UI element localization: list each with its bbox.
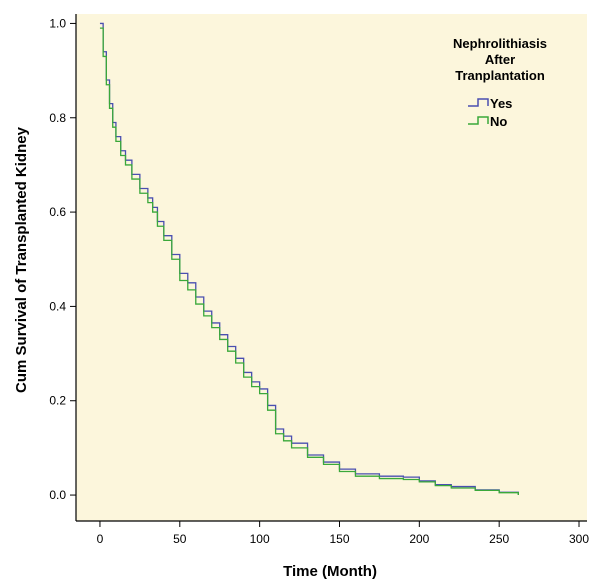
y-tick-label: 0.6 [49,205,66,219]
y-tick-label: 0.4 [49,299,66,313]
x-tick-label: 150 [329,532,349,546]
y-tick-label: 0.0 [49,488,66,502]
x-tick-label: 100 [250,532,270,546]
x-axis-title: Time (Month) [283,563,377,579]
legend: Nephrolithiasis After Tranplantation Yes… [453,36,547,129]
y-axis-ticks: 0.0 0.2 0.4 0.6 0.8 1.0 [49,16,76,502]
x-tick-label: 300 [569,532,589,546]
x-tick-label: 0 [97,532,104,546]
legend-title-line-1: Nephrolithiasis [453,36,547,51]
x-tick-label: 250 [489,532,509,546]
y-tick-label: 0.8 [49,111,66,125]
x-axis-ticks: 0 50 100 150 200 250 300 [97,521,589,546]
y-tick-label: 0.2 [49,394,66,408]
legend-item-yes: Yes [468,96,512,111]
legend-swatch-no [468,116,489,125]
legend-title-line-2: After [485,52,515,67]
plot-area [76,14,587,521]
x-tick-label: 200 [409,532,429,546]
series-line-no [99,27,519,496]
y-axis-title: Cum Survival of Transplanted Kidney [13,126,30,393]
legend-label-no: No [490,114,507,129]
legend-item-no: No [468,114,507,129]
y-tick-label: 1.0 [49,16,66,30]
legend-label-yes: Yes [490,96,512,111]
legend-title-line-3: Tranplantation [455,68,545,83]
series-layer [99,22,519,496]
legend-swatch-yes [468,98,489,107]
x-tick-label: 50 [173,532,187,546]
legend-items: Yes No [468,96,512,129]
